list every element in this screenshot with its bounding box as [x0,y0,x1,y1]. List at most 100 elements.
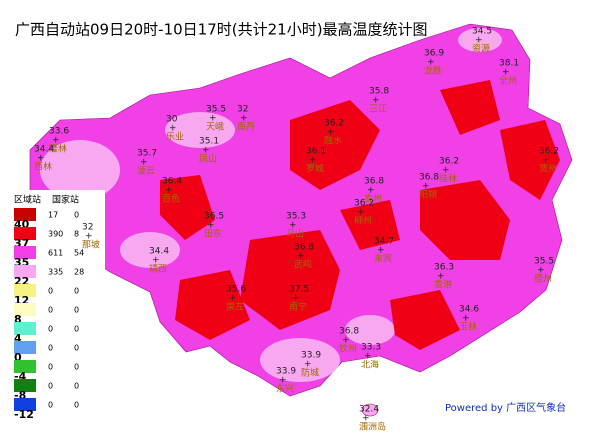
station-value: 35.5 [206,105,226,115]
station-name: 南丹 [237,121,255,133]
station-name: 钦州 [339,343,357,355]
station-value: 36.2 [539,147,559,157]
station-name: 马山 [286,229,304,240]
station-marker: + [462,314,470,324]
station-marker: + [202,146,210,156]
station-marker: + [427,58,435,68]
station-value: 30 [166,115,178,125]
legend-swatch [14,265,36,278]
station-name: 柳州 [354,215,372,227]
station-marker: + [304,360,312,370]
station-marker: + [209,114,217,124]
national-count: 0 [74,211,79,220]
station-value: 32 [82,223,93,233]
station-value: 35.5 [534,257,554,267]
station-name: 田东 [204,228,222,240]
legend-header: 区域站 [14,194,41,206]
station-marker: + [502,68,510,78]
station-name: 天峨 [206,121,224,133]
legend-threshold: 4 [14,332,22,345]
station-name: 宜州 [364,193,382,205]
national-count: 0 [74,344,79,353]
station-value: 34.5 [472,27,492,37]
station-value: 36.8 [364,177,384,187]
station-value: 36.5 [204,212,224,222]
title: 广西自动站09日20时-10日17时(共计21小时)最高温度统计图 [15,21,428,39]
station-value: 33.9 [301,351,321,361]
station-marker: + [297,252,305,262]
station-marker: + [289,221,297,231]
regional-count: 0 [48,287,53,296]
regional-count: 0 [48,344,53,353]
station-value: 36.2 [439,157,459,167]
station-name: 凤山 [199,154,217,165]
station-marker: + [37,154,45,164]
station-name: 南宁 [289,301,307,313]
station-name: 贵港 [434,279,452,291]
station-name: 梧州 [534,273,552,285]
legend-swatch [14,303,36,316]
regional-count: 0 [48,382,53,391]
station-value: 38.1 [499,59,519,69]
station-name: 百色 [162,193,180,205]
station-value: 37.5 [289,285,309,295]
station-value: 35.1 [199,137,219,147]
station-value: 35.8 [369,87,389,97]
legend-swatch [14,379,36,392]
hot-patches [160,80,560,350]
legend-threshold: -12 [14,408,34,421]
station-value: 35.3 [286,212,306,222]
station-name: 融水 [324,135,342,147]
station-name: 来宾 [374,253,392,265]
station-value: 35.7 [137,149,157,159]
legend-swatch [14,398,36,411]
station-value: 36.8 [339,327,359,337]
station-name: 涠洲岛 [359,421,386,433]
national-count: 0 [74,325,79,334]
regional-count: 0 [48,306,53,315]
station-value: 33.9 [276,367,296,377]
regional-count: 335 [48,268,63,277]
station-value: 33.3 [361,343,381,353]
regional-count: 0 [48,401,53,410]
station-name: 三江 [369,104,387,115]
national-count: 8 [74,230,79,239]
station-value: 36.2 [354,199,374,209]
station-value: 34.4 [34,145,54,155]
legend-swatch [14,322,36,335]
station-marker: + [422,182,430,192]
legend-threshold: 0 [14,351,22,364]
regional-count: 0 [48,325,53,334]
regional-count: 0 [48,363,53,372]
station-name: 贺州 [539,163,557,175]
station-marker: + [362,414,370,424]
station-marker: + [52,136,60,146]
station-value: 36.2 [324,119,344,129]
national-count: 0 [74,401,79,410]
station-marker: + [207,221,215,231]
station-marker: + [475,36,483,46]
national-count: 54 [74,249,84,258]
map [29,23,573,417]
station-marker: + [309,156,317,166]
station-name: 玉林 [459,321,477,333]
legend-swatch [14,360,36,373]
station-marker: + [229,294,237,304]
national-count: 0 [74,363,79,372]
station-marker: + [240,114,248,124]
station-name: 桂林 [439,173,457,185]
station-name: 靖西 [149,263,167,275]
station-value: 32 [237,105,248,115]
station-name: 防城 [301,367,319,379]
station-value: 35.6 [226,285,246,295]
station-value: 36.8 [419,173,439,183]
station-marker: + [85,232,93,242]
station-name: 资源 [472,44,490,55]
station-value: 36.4 [162,177,182,187]
station-marker: + [372,96,380,106]
legend-swatch [14,208,36,221]
station-value: 36.1 [306,147,326,157]
station-name: 乐业 [166,131,184,143]
